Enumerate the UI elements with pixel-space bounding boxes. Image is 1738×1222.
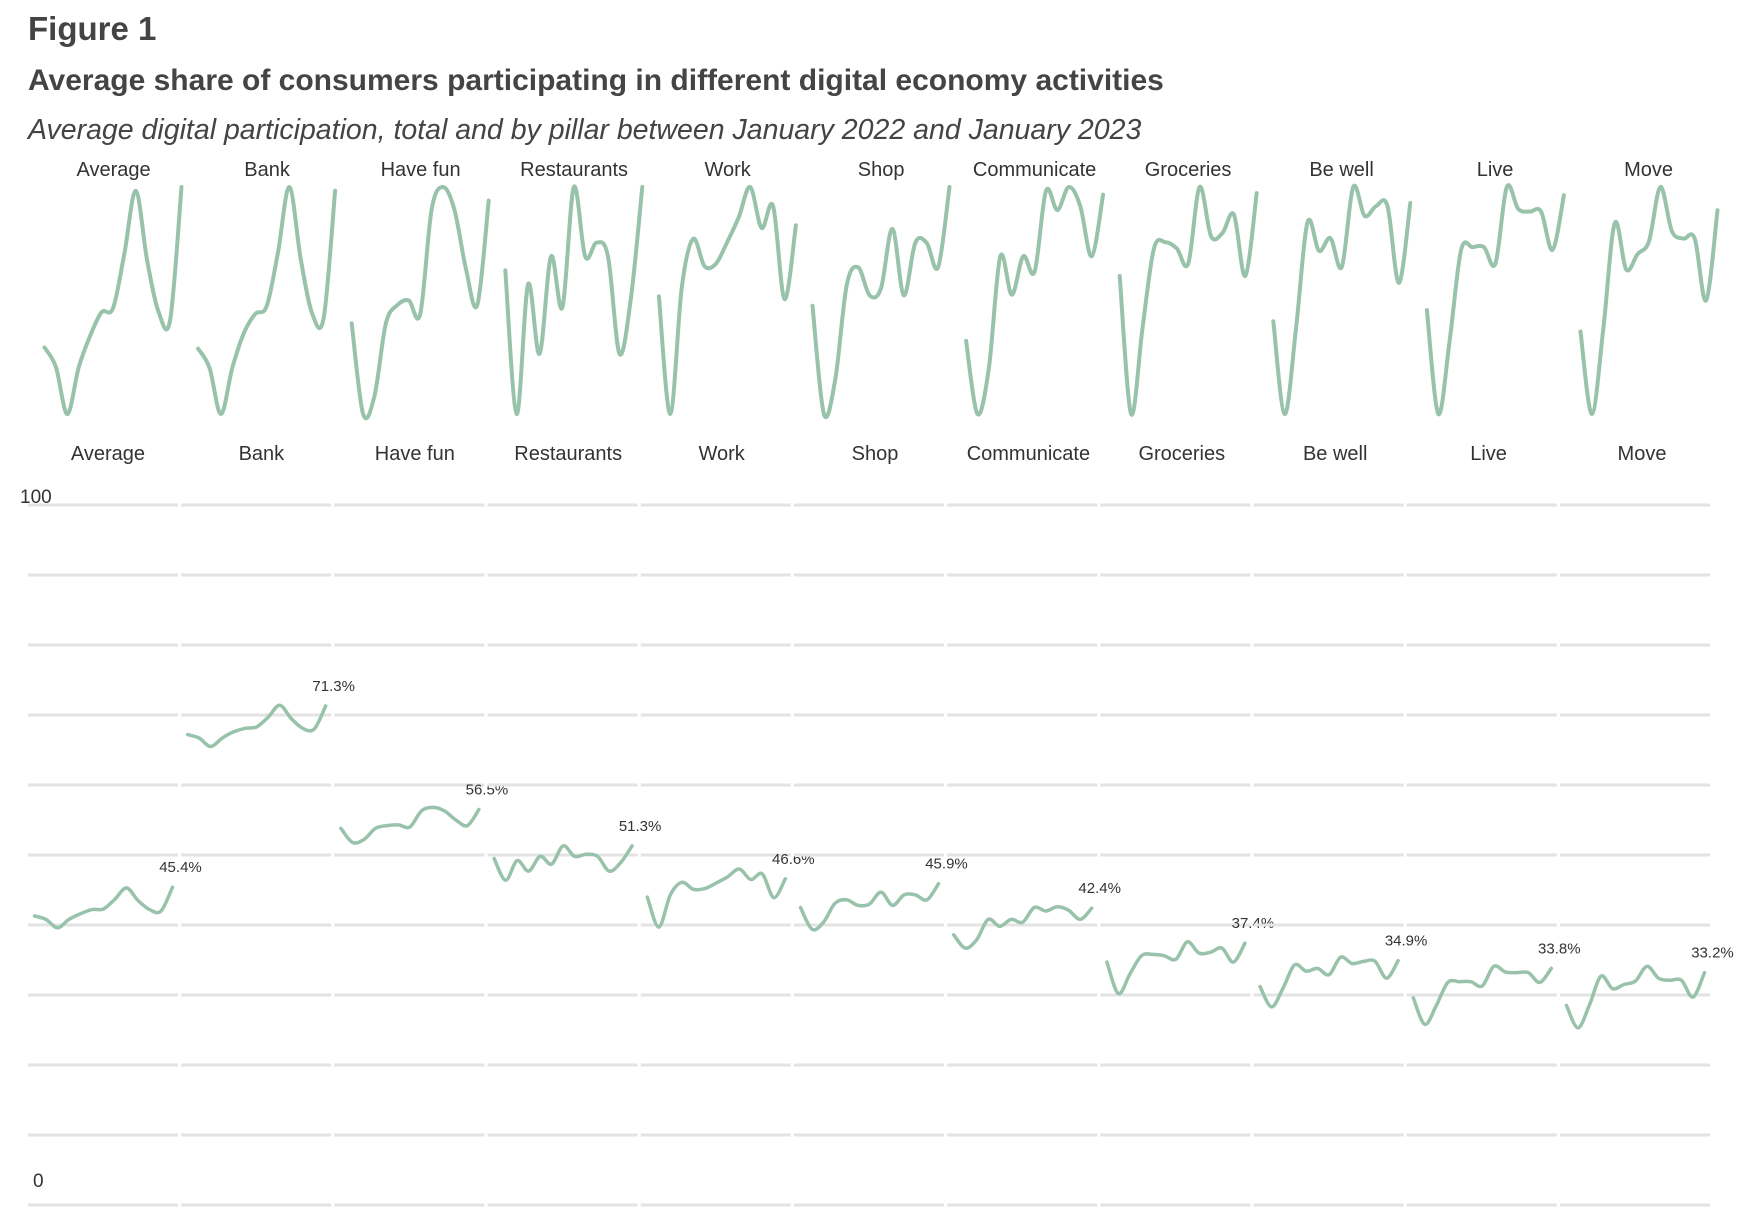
last-value-label: 71.3%	[312, 678, 355, 695]
panel-bank: Bank Bank 71.3%	[181, 159, 355, 1207]
bottom-panel-label: Restaurants	[514, 443, 622, 465]
series-line	[339, 805, 481, 845]
top-sparkline	[810, 185, 952, 419]
last-value-label: 34.9%	[1385, 933, 1428, 950]
panel-work: Work Work 46.6%	[640, 159, 815, 1207]
bottom-panel-label: Move	[1618, 443, 1667, 465]
bottom-panel-label: Bank	[239, 443, 286, 465]
series-line	[32, 885, 175, 930]
series-line	[798, 881, 941, 932]
bottom-panel-label: Shop	[852, 443, 899, 465]
series-line	[492, 844, 634, 882]
bottom-panel-label: Work	[698, 443, 745, 465]
top-sparkline	[42, 185, 184, 417]
bottom-panel-label: Average	[71, 443, 145, 465]
bottom-panel-label: Be well	[1303, 443, 1367, 465]
series-line	[1105, 940, 1247, 996]
y-tick-label-0: 0	[33, 1171, 44, 1192]
panel-move: Move Move 33.2%	[1560, 159, 1734, 1207]
last-value-label: 33.8%	[1538, 940, 1581, 957]
panel-groceries: Groceries Groceries 37.4%	[1100, 159, 1275, 1207]
y-tick-label-100: 100	[20, 487, 52, 508]
top-sparkline	[503, 184, 645, 417]
series-line	[1411, 964, 1554, 1027]
top-panel-label: Live	[1477, 159, 1514, 181]
top-panel-label: Have fun	[381, 159, 461, 181]
bottom-panel-label: Have fun	[375, 443, 455, 465]
series-line	[645, 867, 788, 929]
series-line	[951, 905, 1094, 950]
figure-label: Figure 1	[28, 10, 157, 47]
bottom-panel-label: Communicate	[967, 443, 1090, 465]
top-sparkline	[656, 184, 798, 417]
top-panel-label: Average	[77, 159, 151, 181]
top-panel-label: Communicate	[973, 159, 1096, 181]
panel-restaurants: Restaurants Restaurants 51.3%	[487, 159, 662, 1207]
last-value-label: 46.6%	[772, 851, 815, 868]
top-panel-label: Shop	[858, 159, 905, 181]
last-value-label: 45.9%	[925, 856, 968, 873]
panel-shop: Shop Shop 45.9%	[794, 159, 968, 1207]
chart-subtitle: Average digital participation, total and…	[28, 114, 1142, 146]
last-value-label: 37.4%	[1232, 915, 1275, 932]
last-value-label: 42.4%	[1078, 880, 1121, 897]
top-sparkline	[349, 184, 491, 421]
panel-average: Average Average 45.4%	[28, 159, 202, 1207]
top-sparkline	[1271, 183, 1413, 417]
top-panel-label: Restaurants	[520, 159, 628, 181]
bottom-panel-label: Groceries	[1138, 443, 1225, 465]
top-sparkline	[964, 185, 1106, 417]
chart-title: Average share of consumers participating…	[28, 64, 1164, 97]
bottom-panel-label: Live	[1470, 443, 1507, 465]
series-line	[1564, 964, 1707, 1030]
top-sparkline	[196, 184, 338, 417]
top-panel-label: Move	[1624, 159, 1673, 181]
series-line	[185, 703, 328, 749]
top-sparkline	[1578, 184, 1720, 417]
top-sparkline	[1424, 183, 1566, 417]
top-panel-label: Bank	[244, 159, 291, 181]
top-panel-label: Be well	[1309, 159, 1373, 181]
panel-be-well: Be well Be well 34.9%	[1253, 159, 1428, 1207]
panel-live: Live Live 33.8%	[1406, 159, 1581, 1207]
last-value-label: 33.2%	[1691, 945, 1734, 962]
panel-communicate: Communicate Communicate 42.4%	[947, 159, 1121, 1207]
top-sparkline	[1117, 184, 1259, 417]
top-panel-label: Work	[704, 159, 751, 181]
top-panel-label: Groceries	[1145, 159, 1232, 181]
series-line	[1258, 955, 1400, 1009]
last-value-label: 45.4%	[159, 859, 202, 876]
last-value-label: 51.3%	[619, 818, 662, 835]
